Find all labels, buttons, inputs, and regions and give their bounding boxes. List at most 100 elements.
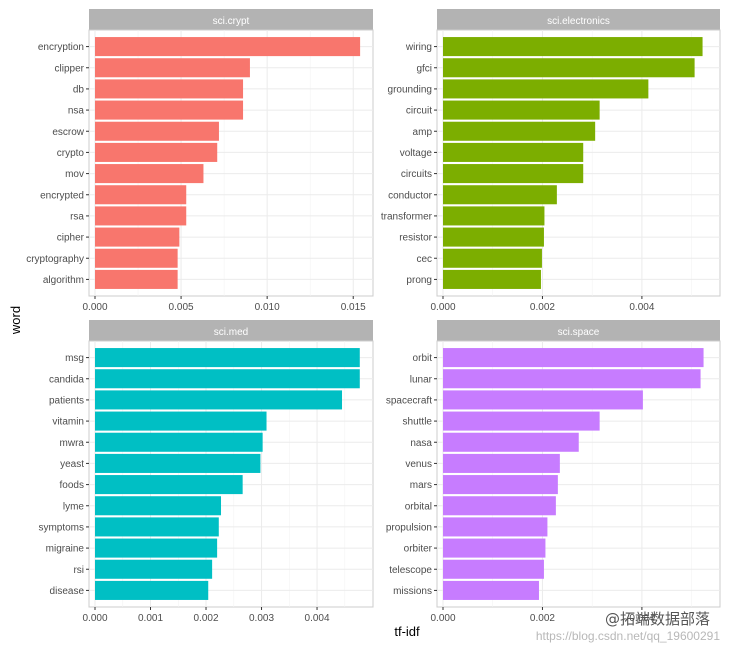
panels-layer: sci.crypt 0.000 0.005 0.010 0.015 encryption c… — [26, 9, 721, 624]
y-tick-label: orbiter — [404, 544, 433, 555]
y-tick-label: mwra — [60, 438, 85, 449]
bar-conductor — [443, 185, 557, 205]
bar-vitamin — [95, 411, 267, 431]
y-tick-label: amp — [413, 127, 433, 138]
y-tick-label: encryption — [38, 42, 84, 53]
x-tick-label: 0.004 — [629, 613, 654, 624]
facet-panel-1: sci.electronics 0.000 0.002 0.004 wiring gfci… — [381, 9, 721, 313]
y-tick-label: escrow — [52, 127, 84, 138]
bar-amp — [443, 121, 596, 141]
x-tick-label: 0.002 — [530, 613, 555, 624]
y-tick-label: conductor — [388, 190, 433, 201]
bar-nsa — [95, 100, 244, 120]
facet-strip — [89, 9, 373, 30]
bar-symptoms — [95, 517, 219, 537]
y-tick-label: algorithm — [43, 275, 84, 286]
bar-grounding — [443, 79, 649, 99]
bar-telescope — [443, 559, 544, 579]
bar-mwra — [95, 432, 263, 452]
y-tick-label: resistor — [399, 233, 432, 244]
y-tick-label: nsa — [68, 106, 85, 117]
bar-crypto — [95, 142, 218, 162]
y-tick-label: msg — [65, 353, 84, 364]
y-tick-label: propulsion — [386, 522, 432, 533]
bar-escrow — [95, 121, 219, 141]
x-tick-label: 0.004 — [305, 613, 330, 624]
bar-algorithm — [95, 269, 178, 289]
bar-cipher — [95, 227, 180, 247]
bar-shuttle — [443, 411, 600, 431]
y-tick-label: mars — [410, 480, 432, 491]
bar-orbiter — [443, 538, 546, 558]
bar-orbital — [443, 496, 556, 516]
bar-lunar — [443, 369, 701, 389]
watermark-url: https://blog.csdn.net/qq_19600291 — [535, 629, 720, 643]
bar-circuits — [443, 164, 584, 184]
bar-prong — [443, 269, 541, 289]
y-tick-label: symptoms — [38, 522, 84, 533]
y-tick-label: cec — [416, 254, 432, 265]
bar-cec — [443, 248, 542, 268]
y-tick-label: missions — [393, 586, 432, 597]
bar-migraine — [95, 538, 218, 558]
x-tick-label: 0.004 — [629, 302, 654, 313]
bar-yeast — [95, 453, 261, 473]
bar-foods — [95, 475, 243, 495]
y-tick-label: foods — [60, 480, 84, 491]
y-tick-label: crypto — [57, 148, 85, 159]
y-tick-label: nasa — [410, 438, 432, 449]
x-tick-label: 0.003 — [249, 613, 274, 624]
y-tick-label: cryptography — [26, 254, 84, 265]
y-tick-label: cipher — [57, 233, 85, 244]
bar-nasa — [443, 432, 579, 452]
y-tick-label: venus — [405, 459, 432, 470]
x-tick-label: 0.015 — [341, 302, 366, 313]
facet-panel-0: sci.crypt 0.000 0.005 0.010 0.015 encryption c… — [26, 9, 374, 313]
y-tick-label: clipper — [55, 63, 85, 74]
y-tick-label: rsi — [73, 565, 84, 576]
bar-db — [95, 79, 244, 99]
facet-title: sci.space — [558, 327, 600, 338]
y-tick-label: grounding — [388, 84, 432, 95]
y-tick-label: disease — [50, 586, 85, 597]
y-tick-label: yeast — [60, 459, 84, 470]
bar-encrypted — [95, 185, 187, 205]
facet-strip — [89, 320, 373, 341]
y-tick-label: vitamin — [52, 417, 84, 428]
y-tick-label: wiring — [405, 42, 432, 53]
facet-panel-3: sci.space 0.000 0.002 0.004 orbit lunar spacec… — [386, 320, 721, 624]
y-tick-label: candida — [49, 374, 84, 385]
y-tick-label: encrypted — [40, 190, 84, 201]
x-tick-label: 0.000 — [430, 613, 455, 624]
x-tick-label: 0.000 — [430, 302, 455, 313]
y-tick-label: rsa — [70, 211, 84, 222]
x-tick-label: 0.002 — [530, 302, 555, 313]
bar-rsi — [95, 559, 213, 579]
bar-candida — [95, 369, 360, 389]
x-tick-label: 0.010 — [255, 302, 280, 313]
y-tick-label: spacecraft — [386, 395, 432, 406]
bar-patients — [95, 390, 343, 410]
watermark-brand: @拓端数据部落 — [604, 610, 710, 628]
y-tick-label: migraine — [46, 544, 85, 555]
y-tick-label: db — [73, 84, 85, 95]
x-tick-label: 0.001 — [138, 613, 163, 624]
bar-clipper — [95, 58, 250, 78]
bar-lyme — [95, 496, 222, 516]
x-tick-label: 0.000 — [82, 302, 107, 313]
bar-circuit — [443, 100, 600, 120]
bar-mars — [443, 475, 558, 495]
y-tick-label: prong — [406, 275, 432, 286]
bar-orbit — [443, 348, 704, 368]
bar-disease — [95, 580, 209, 600]
y-tick-label: voltage — [400, 148, 433, 159]
facet-title: sci.med — [214, 327, 248, 338]
bar-mov — [95, 164, 204, 184]
facet-title: sci.crypt — [213, 16, 250, 27]
y-tick-label: lyme — [63, 501, 85, 512]
y-tick-label: circuit — [406, 106, 432, 117]
bar-missions — [443, 580, 539, 600]
y-tick-label: telescope — [389, 565, 432, 576]
x-tick-label: 0.005 — [169, 302, 194, 313]
